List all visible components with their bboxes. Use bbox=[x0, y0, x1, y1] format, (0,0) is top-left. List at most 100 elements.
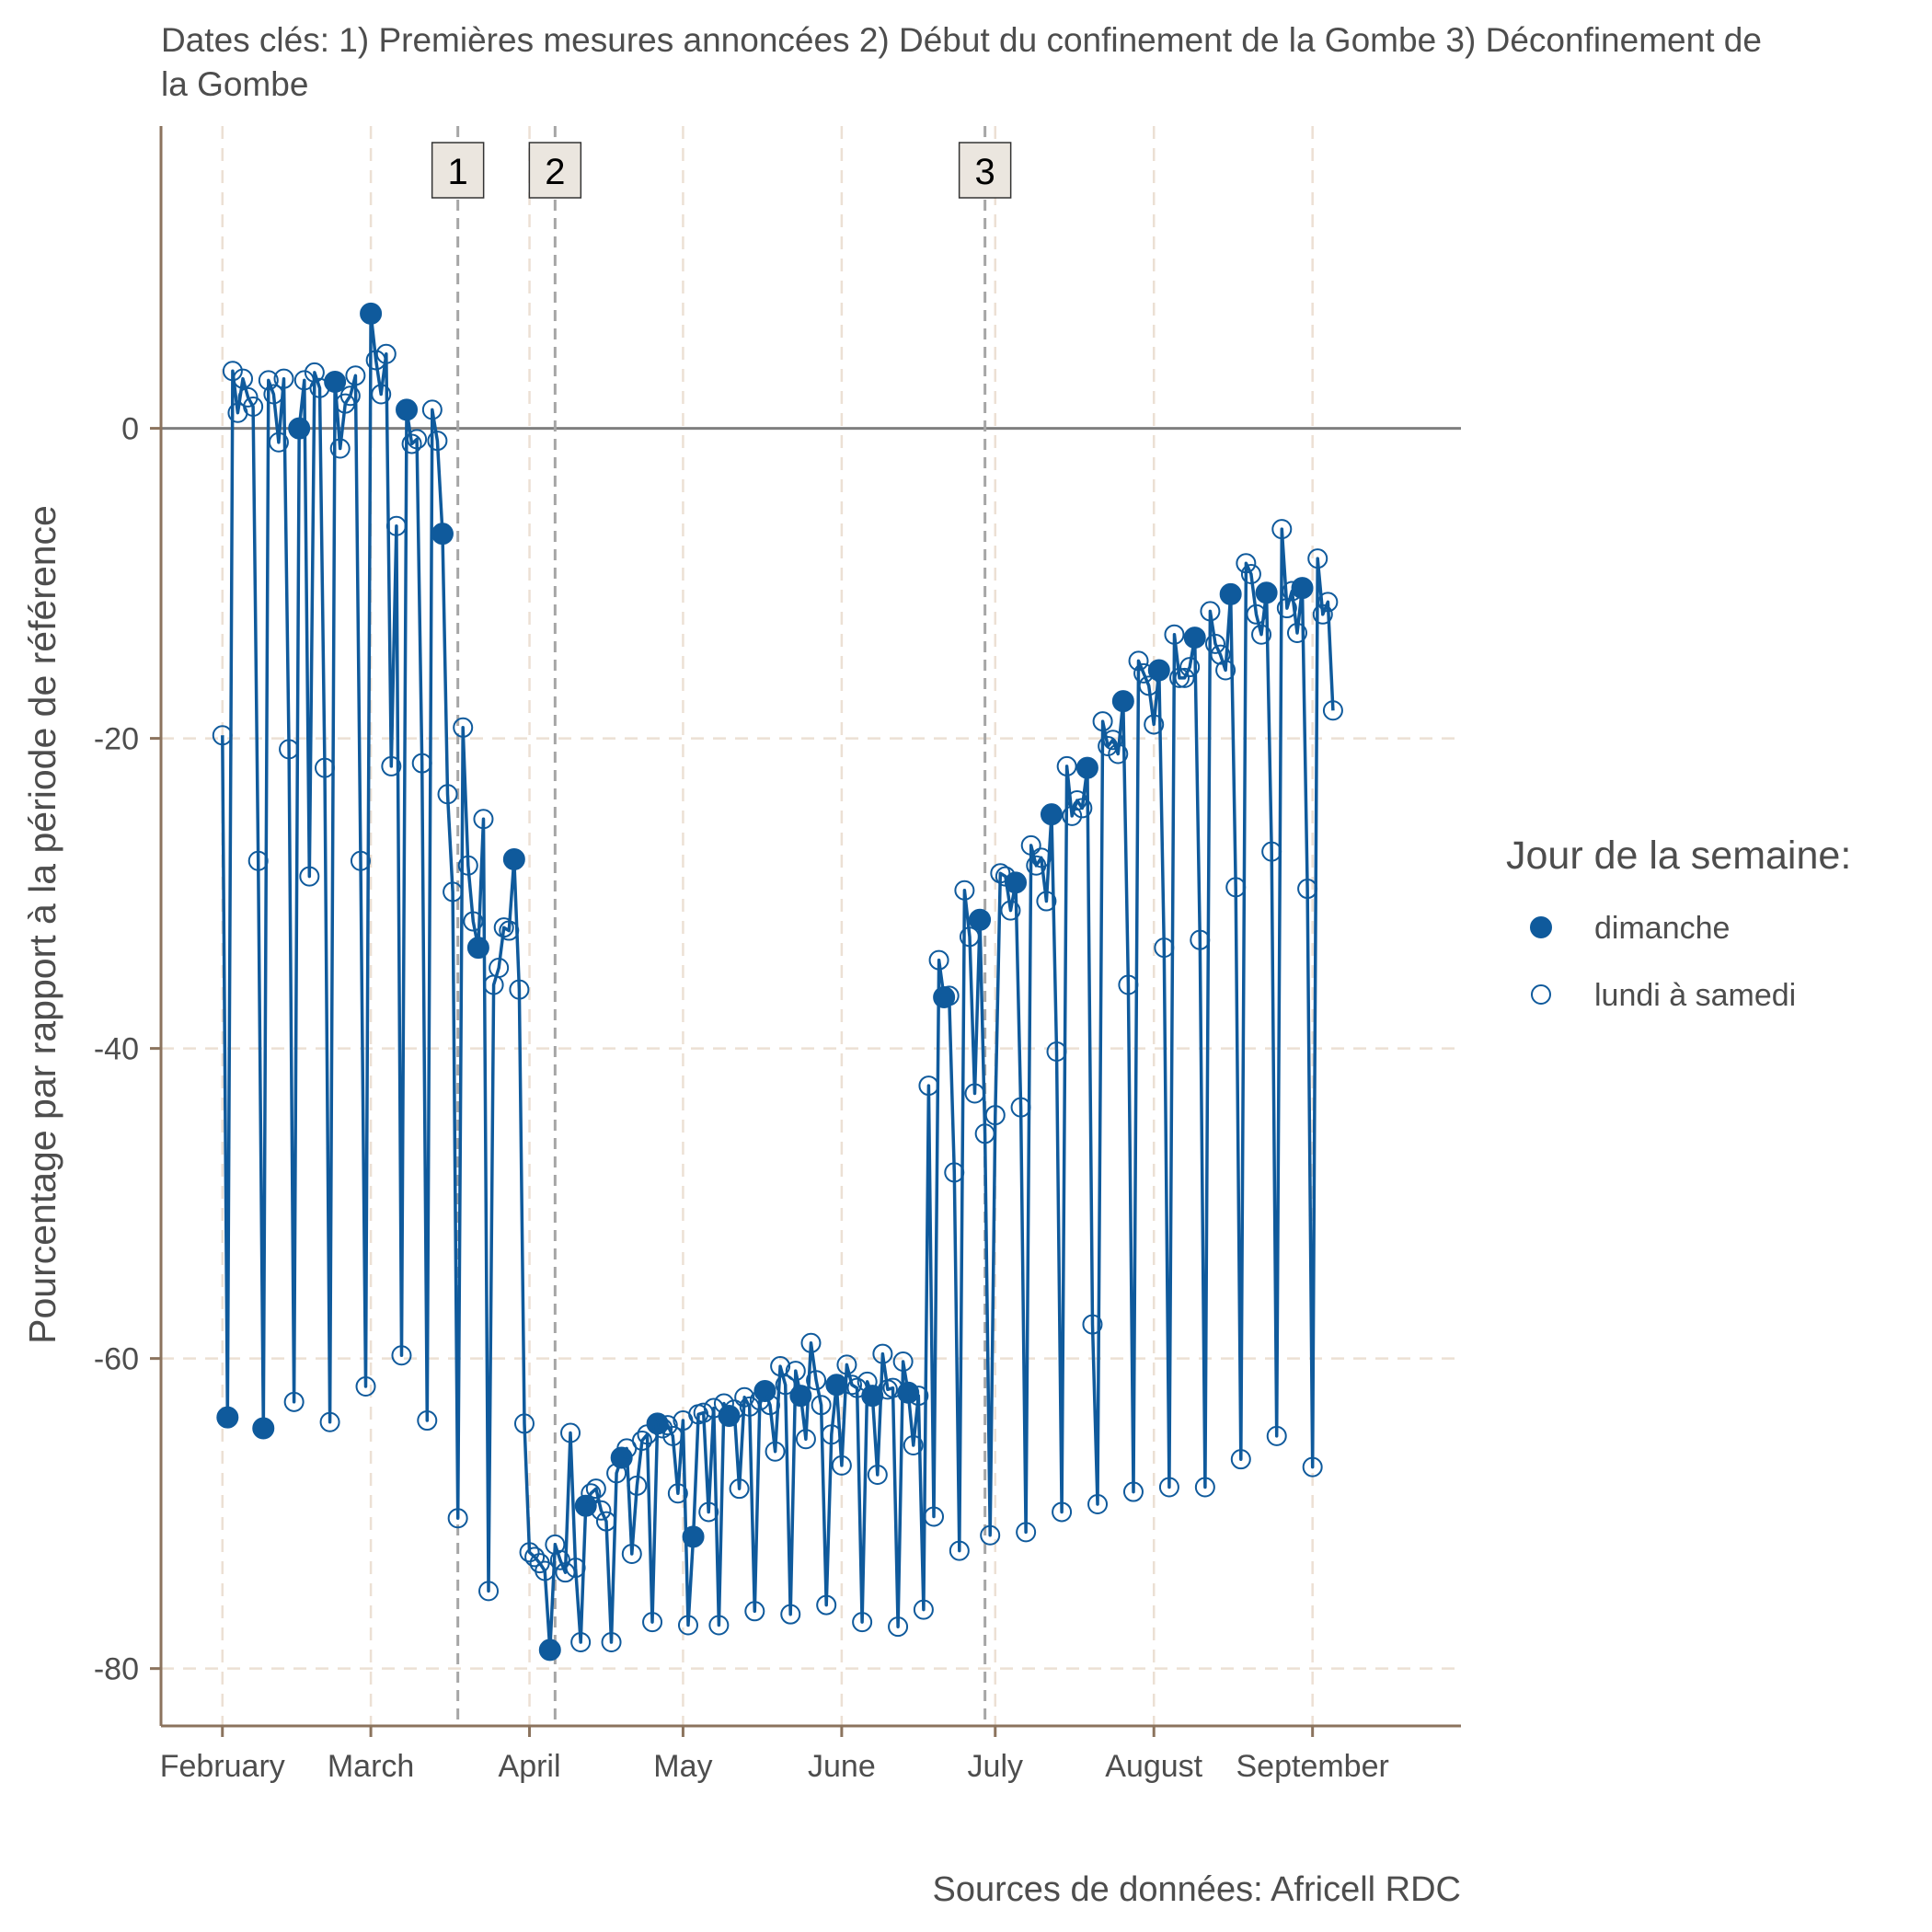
point-lundi-a-samedi bbox=[744, 1601, 765, 1622]
point-lundi-a-samedi bbox=[545, 1534, 566, 1555]
point-dimanche bbox=[1255, 581, 1278, 604]
legend-marker-lundi-a-samedi bbox=[1531, 984, 1551, 1005]
point-lundi-a-samedi bbox=[1052, 1501, 1073, 1523]
point-dimanche bbox=[1291, 577, 1314, 600]
point-dimanche bbox=[1040, 803, 1063, 826]
point-lundi-a-samedi bbox=[339, 385, 361, 407]
event-label-3: 3 bbox=[975, 152, 995, 192]
point-lundi-a-samedi bbox=[1266, 1425, 1287, 1446]
point-lundi-a-samedi bbox=[421, 399, 443, 420]
point-lundi-a-samedi bbox=[1322, 700, 1343, 721]
point-lundi-a-samedi bbox=[437, 784, 458, 805]
point-lundi-a-samedi bbox=[1020, 834, 1041, 856]
point-lundi-a-samedi bbox=[1302, 1456, 1323, 1478]
event-label-box-3 bbox=[958, 142, 1012, 199]
point-lundi-a-samedi bbox=[1087, 1494, 1109, 1515]
point-lundi-a-samedi bbox=[631, 1430, 652, 1451]
point-lundi-a-samedi bbox=[872, 1343, 893, 1364]
point-lundi-a-samedi bbox=[570, 1632, 592, 1653]
point-lundi-a-samedi bbox=[816, 1594, 837, 1616]
point-lundi-a-samedi bbox=[443, 881, 464, 903]
point-dimanche bbox=[1005, 871, 1028, 894]
point-dimanche bbox=[1075, 756, 1098, 779]
legend-marker-dimanche bbox=[1530, 916, 1552, 938]
legend-label-lundi-a-samedi: lundi à samedi bbox=[1594, 978, 1796, 1013]
point-lundi-a-samedi bbox=[319, 1411, 340, 1432]
point-dimanche bbox=[1111, 690, 1134, 713]
point-lundi-a-samedi bbox=[365, 350, 386, 371]
point-lundi-a-samedi bbox=[1122, 1481, 1144, 1502]
point-lundi-a-samedi bbox=[1016, 1522, 1037, 1543]
point-lundi-a-samedi bbox=[1194, 1477, 1215, 1498]
point-lundi-a-samedi bbox=[1200, 601, 1221, 622]
point-lundi-a-samedi bbox=[457, 855, 478, 876]
legend-title: Jour de la semaine: bbox=[1506, 834, 1851, 878]
y-tick-label: -20 bbox=[94, 722, 139, 757]
y-tick-label: -60 bbox=[94, 1342, 139, 1377]
point-dimanche bbox=[718, 1404, 741, 1427]
chart-title-line2: la Gombe bbox=[161, 65, 308, 103]
point-lundi-a-samedi bbox=[385, 515, 407, 536]
point-dimanche bbox=[466, 937, 489, 960]
point-lundi-a-samedi bbox=[565, 1558, 586, 1579]
point-lundi-a-samedi bbox=[729, 1478, 750, 1500]
point-lundi-a-samedi bbox=[1236, 553, 1257, 574]
x-tick-label: February bbox=[160, 1749, 285, 1784]
x-tick-label: June bbox=[808, 1749, 876, 1784]
y-axis-title: Pourcentage par rapport à la période de … bbox=[21, 505, 63, 1344]
point-lundi-a-samedi bbox=[1036, 891, 1057, 912]
point-lundi-a-samedi bbox=[519, 1542, 540, 1563]
point-lundi-a-samedi bbox=[350, 850, 371, 871]
point-lundi-a-samedi bbox=[247, 850, 269, 871]
point-lundi-a-samedi bbox=[800, 1332, 822, 1353]
y-axis: 0 -20 -40 -60 -80 bbox=[94, 412, 161, 1687]
point-dimanche bbox=[610, 1446, 633, 1469]
point-lundi-a-samedi bbox=[759, 1395, 780, 1416]
point-lundi-a-samedi bbox=[1138, 675, 1159, 696]
point-lundi-a-samedi bbox=[775, 1374, 796, 1396]
point-lundi-a-samedi bbox=[739, 1396, 760, 1417]
point-lundi-a-samedi bbox=[391, 1345, 412, 1366]
point-lundi-a-samedi bbox=[949, 1540, 970, 1561]
point-lundi-a-samedi bbox=[693, 1402, 714, 1423]
x-axis: February March April May June July August Septe… bbox=[160, 1726, 1389, 1784]
x-tick-label: July bbox=[968, 1749, 1023, 1784]
point-lundi-a-samedi bbox=[447, 1508, 468, 1529]
point-lundi-a-samedi bbox=[345, 365, 366, 386]
point-lundi-a-samedi bbox=[499, 920, 520, 941]
point-lundi-a-samedi bbox=[222, 361, 243, 382]
point-dimanche bbox=[324, 371, 347, 394]
point-lundi-a-samedi bbox=[1118, 974, 1139, 995]
point-dimanche bbox=[502, 848, 525, 871]
caption: Sources de données: Africell RDC bbox=[932, 1870, 1461, 1909]
event-label-2: 2 bbox=[545, 152, 565, 192]
point-lundi-a-samedi bbox=[765, 1441, 786, 1462]
x-tick-label: April bbox=[499, 1749, 561, 1784]
point-lundi-a-samedi bbox=[770, 1356, 791, 1377]
point-dimanche bbox=[969, 908, 992, 931]
point-lundi-a-samedi bbox=[918, 1075, 939, 1097]
point-lundi-a-samedi bbox=[1271, 519, 1293, 540]
series-line bbox=[221, 312, 1335, 1652]
point-lundi-a-samedi bbox=[478, 1581, 500, 1602]
point-lundi-a-samedi bbox=[595, 1511, 616, 1532]
point-lundi-a-samedi bbox=[273, 368, 294, 389]
point-lundi-a-samedi bbox=[555, 1562, 576, 1583]
point-lundi-a-samedi bbox=[1154, 937, 1175, 959]
point-lundi-a-samedi bbox=[990, 863, 1011, 884]
point-lundi-a-samedi bbox=[621, 1543, 642, 1564]
point-lundi-a-samedi bbox=[243, 396, 264, 417]
point-lundi-a-samedi bbox=[852, 1612, 873, 1633]
point-lundi-a-samedi bbox=[304, 362, 325, 383]
point-lundi-a-samedi bbox=[1230, 1449, 1251, 1470]
point-lundi-a-samedi bbox=[1046, 1041, 1067, 1062]
point-lundi-a-samedi bbox=[329, 438, 351, 459]
point-lundi-a-samedi bbox=[355, 1375, 376, 1397]
point-lundi-a-samedi bbox=[1251, 624, 1272, 645]
point-lundi-a-samedi bbox=[581, 1483, 602, 1504]
point-lundi-a-samedi bbox=[724, 1399, 745, 1420]
point-lundi-a-samedi bbox=[1225, 877, 1247, 898]
point-lundi-a-samedi bbox=[585, 1478, 606, 1500]
point-lundi-a-samedi bbox=[974, 1123, 995, 1144]
axes bbox=[159, 126, 1461, 1728]
